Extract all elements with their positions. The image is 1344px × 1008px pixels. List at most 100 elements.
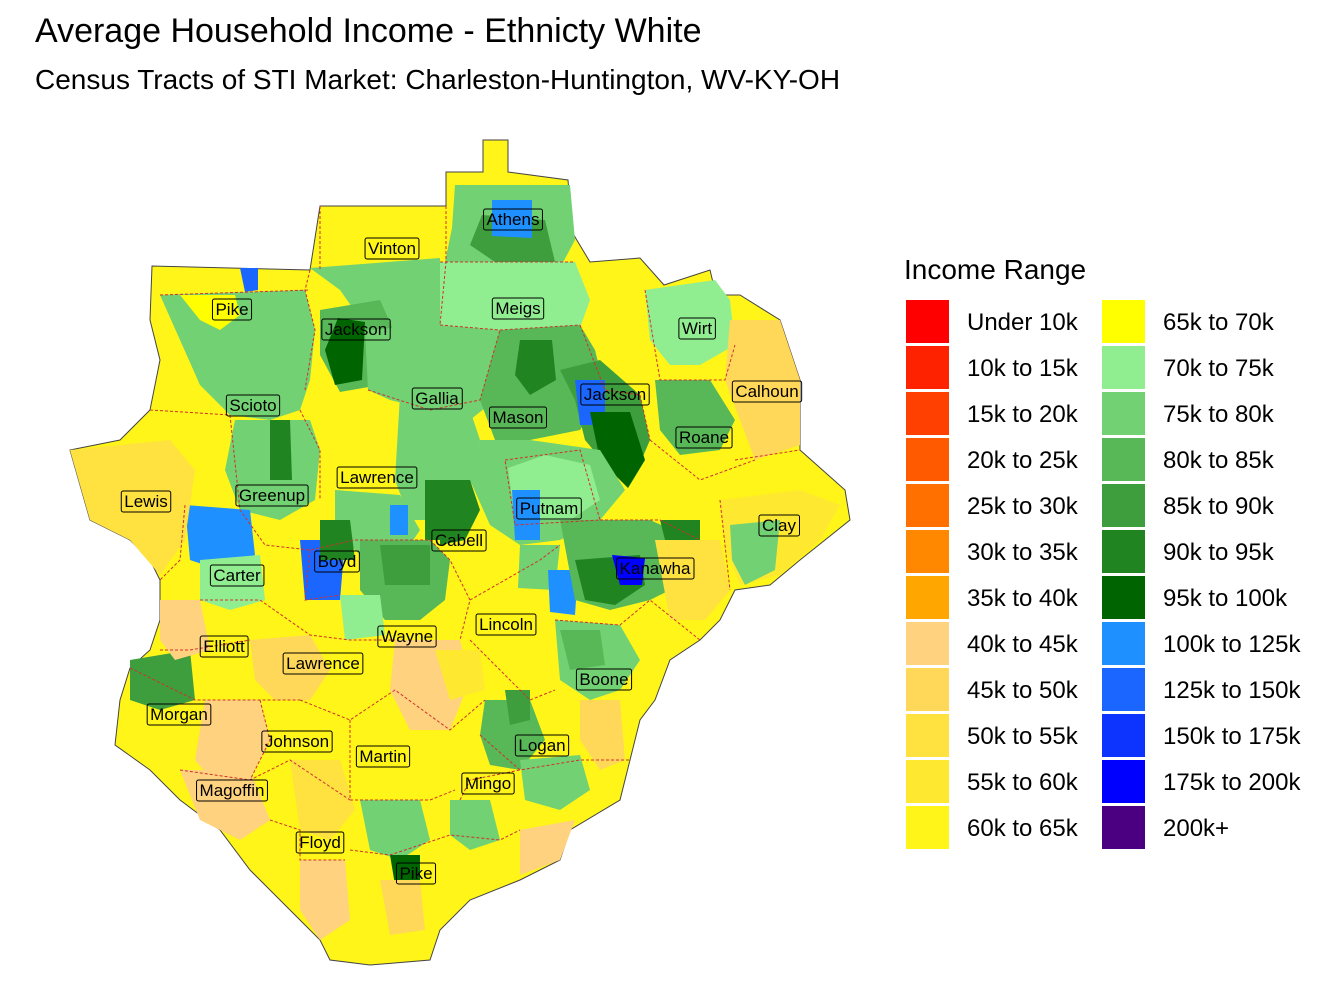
county-label-lincoln: Lincoln [475, 613, 537, 636]
legend-swatch [1102, 530, 1145, 573]
legend-swatch [1102, 760, 1145, 803]
label-text: Wirt [682, 319, 712, 338]
label-text: Magoffin [200, 781, 265, 800]
label-text: Clay [762, 516, 797, 535]
county-label-gallia: Gallia [411, 387, 463, 410]
legend-swatch [1102, 622, 1145, 665]
legend-swatch [1102, 576, 1145, 619]
label-box [758, 514, 801, 537]
label-box [580, 383, 650, 406]
legend-label: 35k to 40k [967, 585, 1078, 612]
county-label-mason: Mason [488, 406, 548, 429]
legend-label: 65k to 70k [1163, 309, 1274, 336]
legend-label: Under 10k [967, 309, 1078, 336]
legend-swatch [1102, 714, 1145, 757]
county-label-lawrence-ky: Lawrence [282, 652, 364, 675]
label-text: Cabell [435, 531, 483, 550]
label-text: Lawrence [286, 654, 360, 673]
label-text: Pike [399, 864, 432, 883]
county-label-cabell: Cabell [431, 529, 487, 552]
county-label-floyd: Floyd [295, 831, 345, 854]
legend-label: 50k to 55k [967, 723, 1078, 750]
legend-label: 25k to 30k [967, 493, 1078, 520]
county-label-mingo: Mingo [461, 772, 515, 795]
label-box [211, 298, 253, 321]
label-box [261, 730, 333, 753]
county-label-martin: Martin [355, 745, 411, 768]
legend-swatch [906, 346, 949, 389]
legend-swatch [1102, 668, 1145, 711]
legend-label: 150k to 175k [1163, 723, 1301, 750]
label-text: Mingo [465, 774, 511, 793]
label-text: Jackson [325, 320, 387, 339]
county-label-johnson: Johnson [261, 730, 333, 753]
label-box [575, 668, 633, 691]
legend-swatch [906, 530, 949, 573]
label-box [514, 734, 570, 757]
county-label-wirt: Wirt [678, 317, 716, 340]
label-text: Boone [579, 670, 628, 689]
label-text: Scioto [229, 396, 276, 415]
label-box [235, 484, 309, 507]
legend-swatch [906, 760, 949, 803]
label-box [146, 703, 212, 726]
legend-label: 200k+ [1163, 815, 1230, 842]
legend-label: 20k to 25k [967, 447, 1078, 474]
map-title: Average Household Income - Ethnicty Whit… [35, 12, 702, 50]
legend-label: 55k to 60k [967, 769, 1078, 796]
label-text: Johnson [265, 732, 329, 751]
label-box [411, 387, 463, 410]
county-label-carter: Carter [209, 564, 265, 587]
label-text: Pike [215, 300, 248, 319]
label-text: Greenup [239, 486, 305, 505]
label-box [225, 394, 281, 417]
label-box [209, 564, 265, 587]
legend-label: 40k to 45k [967, 631, 1078, 658]
county-label-scioto: Scioto [225, 394, 281, 417]
legend-swatch [906, 438, 949, 481]
legend-swatch [1102, 806, 1145, 849]
county-label-lawrence-oh: Lawrence [336, 466, 418, 489]
legend-swatch [1102, 346, 1145, 389]
label-box [488, 406, 548, 429]
legend-label: 60k to 65k [967, 815, 1078, 842]
legend-label: 175k to 200k [1163, 769, 1301, 796]
label-text: Logan [518, 736, 565, 755]
county-label-logan: Logan [514, 734, 570, 757]
label-text: Elliott [203, 637, 245, 656]
county-label-lewis: Lewis [120, 490, 172, 513]
label-text: Putnam [520, 499, 579, 518]
label-box [675, 426, 733, 449]
label-box [295, 831, 345, 854]
label-box [678, 317, 716, 340]
label-text: Carter [213, 566, 261, 585]
label-box [355, 745, 411, 768]
label-box [395, 862, 437, 885]
legend-swatch [1102, 484, 1145, 527]
legend-swatch [1102, 438, 1145, 481]
legend-swatch [906, 484, 949, 527]
label-box [483, 208, 543, 231]
county-label-magoffin: Magoffin [196, 779, 268, 802]
label-text: Boyd [318, 552, 357, 571]
county-label-greenup: Greenup [235, 484, 309, 507]
label-box [120, 490, 172, 513]
county-label-athens: Athens [483, 208, 543, 231]
label-box [616, 557, 695, 580]
legend-label: 80k to 85k [1163, 447, 1274, 474]
label-text: Morgan [150, 705, 208, 724]
label-text: Mason [492, 408, 543, 427]
legend-swatch [906, 668, 949, 711]
label-box [491, 297, 545, 320]
label-box [364, 237, 420, 260]
legend-swatch [1102, 300, 1145, 343]
label-box [196, 779, 268, 802]
label-box [199, 635, 249, 658]
legend-label: 45k to 50k [967, 677, 1078, 704]
legend-swatch [906, 714, 949, 757]
legend-label: 30k to 35k [967, 539, 1078, 566]
label-text: Jackson [584, 385, 646, 404]
county-label-morgan: Morgan [146, 703, 212, 726]
legend-label: 10k to 15k [967, 355, 1078, 382]
county-label-elliott: Elliott [199, 635, 249, 658]
